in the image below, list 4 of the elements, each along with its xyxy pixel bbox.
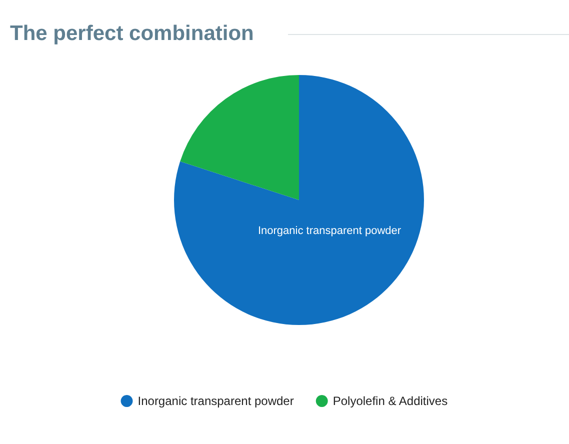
chart-title: The perfect combination [10, 22, 254, 45]
legend-label: Inorganic transparent powder [138, 394, 294, 408]
legend-label: Polyolefin & Additives [332, 394, 448, 408]
data-label: Inorganic transparent powder [258, 224, 402, 237]
